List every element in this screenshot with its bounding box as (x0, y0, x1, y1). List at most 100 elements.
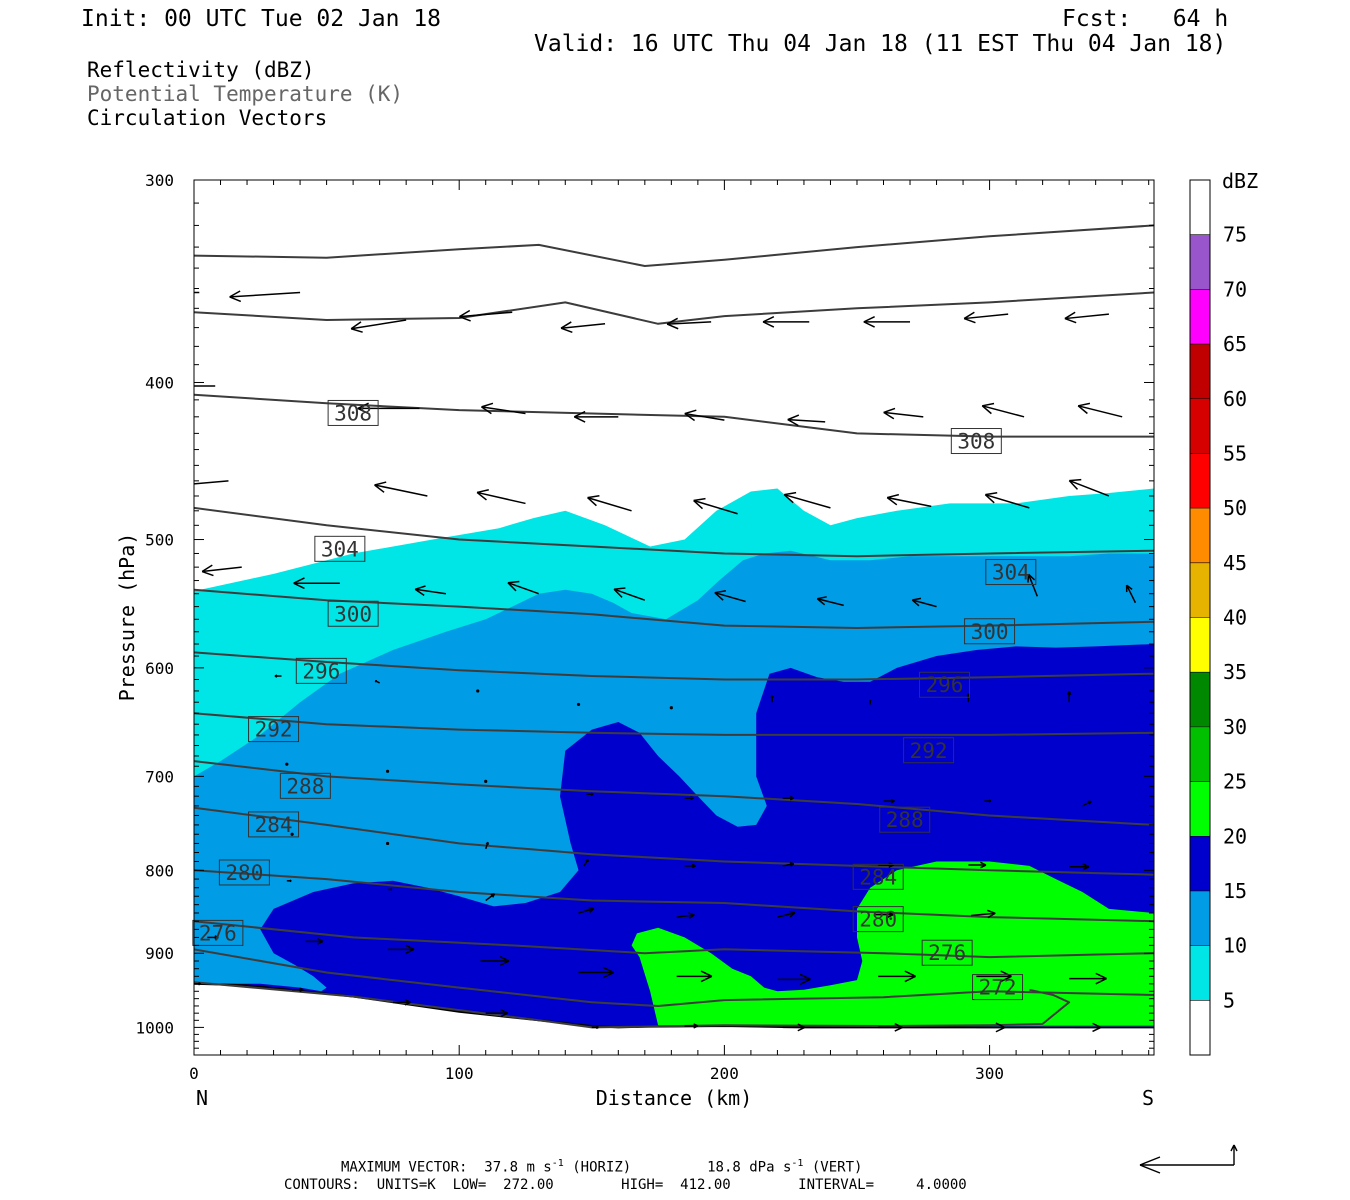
circulation-vector (476, 689, 480, 693)
vector-head (890, 800, 895, 804)
theta-label-text: 292 (255, 718, 293, 742)
theta-label-box (972, 974, 1024, 1001)
vector-head (573, 416, 586, 423)
theta-label-box (985, 559, 1037, 586)
theta-label-304: 304 (314, 535, 366, 562)
theta-label-box (950, 428, 1002, 455)
circulation-vector (583, 858, 589, 867)
y-tick-label: 900 (145, 944, 174, 963)
circulation-vector (481, 402, 526, 415)
colorbar-tick-label: 60 (1223, 387, 1247, 411)
vector-head (122, 293, 133, 298)
vector-head (783, 494, 794, 504)
vector-head (863, 315, 875, 323)
theta-label-text: 288 (886, 808, 924, 832)
theta-label-308: 308 (327, 399, 379, 426)
vector-head (1082, 866, 1090, 871)
vector-head (1078, 402, 1091, 407)
vector-shaft (964, 313, 1009, 320)
vector-shaft (1064, 313, 1109, 320)
vector-head (911, 599, 920, 607)
vector-shaft (587, 496, 632, 512)
vector-head (963, 317, 976, 324)
horiz-max-value: 37.8 m s (484, 1159, 552, 1176)
circulation-vector (122, 291, 200, 298)
theta-contour-308 (194, 506, 1154, 558)
circulation-vector (883, 407, 924, 420)
legend-potential-temperature: Potential Temperature (K) (87, 82, 404, 106)
vector-head (1088, 801, 1092, 805)
vector-shaft (229, 291, 301, 298)
vector-head (178, 485, 189, 489)
vector-head (691, 865, 696, 869)
theta-label-304: 304 (985, 559, 1037, 586)
circulation-vector (963, 311, 1009, 324)
vector-head (595, 1026, 599, 1030)
circulation-vector (1064, 311, 1109, 324)
theta-label-text: 296 (926, 673, 964, 697)
vector-head (762, 315, 775, 323)
colorbar-segment (1190, 180, 1210, 235)
circulation-vector (676, 912, 695, 919)
vector-shaft (459, 311, 513, 318)
circulation-vector (201, 564, 242, 577)
vector-head (1000, 970, 1012, 977)
circulation-vector (1082, 800, 1092, 807)
circulation-vector (385, 841, 390, 846)
theta-label-box (918, 671, 970, 698)
colorbar-tick-label: 65 (1223, 332, 1247, 356)
circulation-vector (684, 863, 696, 869)
vector-head (507, 582, 517, 592)
vector-shaft (684, 412, 725, 421)
colorbar-segment (1190, 398, 1210, 454)
colorbar-title: dBZ (1222, 169, 1258, 193)
vector-head (499, 955, 510, 962)
circulation-vector (1069, 863, 1090, 871)
y-tick-label: 400 (145, 373, 174, 392)
theta-label-box (852, 863, 904, 890)
vector-head (459, 309, 471, 318)
theta-label-box (964, 618, 1016, 645)
init-time-label: Init: 00 UTC Tue 02 Jan 18 (81, 6, 442, 32)
theta-label-280: 280 (852, 906, 904, 933)
circulation-vector (684, 796, 694, 801)
theta-label-text: 304 (321, 537, 359, 561)
vector-head (788, 910, 796, 914)
vector-dot (669, 706, 673, 710)
vector-shaft (507, 581, 540, 595)
vector-head (481, 406, 492, 415)
theta-label-272: 272 (972, 974, 1024, 1001)
vector-head (784, 491, 797, 496)
circulation-vector (350, 319, 407, 333)
theta-label-box (921, 939, 973, 966)
theta-label-text: 284 (859, 865, 897, 889)
circulation-vector (485, 893, 496, 902)
colorbar-segment (1190, 453, 1210, 509)
circulation-vector (787, 414, 826, 427)
theta-label-276: 276 (192, 919, 244, 946)
colorbar-tick-label: 40 (1223, 606, 1247, 630)
vector-head (666, 317, 679, 325)
colorbar-segment (1190, 781, 1210, 837)
theta-label-box (192, 919, 244, 946)
x-end-label-north: N (196, 1086, 208, 1110)
vector-head (886, 496, 898, 506)
theta-label-288: 288 (879, 806, 931, 833)
vector-shaft (714, 591, 746, 603)
theta-label-296: 296 (295, 657, 347, 684)
vert-unit-exponent: -1 (791, 1158, 804, 1169)
contours-info-line: CONTOURS: UNITS=K LOW= 272.00 HIGH= 412.… (284, 1177, 967, 1193)
circulation-vector (782, 795, 795, 801)
vector-head (414, 585, 426, 591)
vector-head (500, 1012, 509, 1018)
circulation-vector (875, 911, 894, 919)
vert-max-value: 18.8 dPa s (707, 1159, 792, 1176)
vector-head (317, 938, 324, 943)
vector-head (1092, 1026, 1102, 1033)
vector-head (299, 989, 304, 993)
vector-head (289, 880, 292, 883)
vector-shaft (1077, 405, 1123, 418)
vector-shaft (613, 588, 646, 601)
circulation-vector (573, 410, 619, 423)
vector-head (201, 564, 213, 573)
